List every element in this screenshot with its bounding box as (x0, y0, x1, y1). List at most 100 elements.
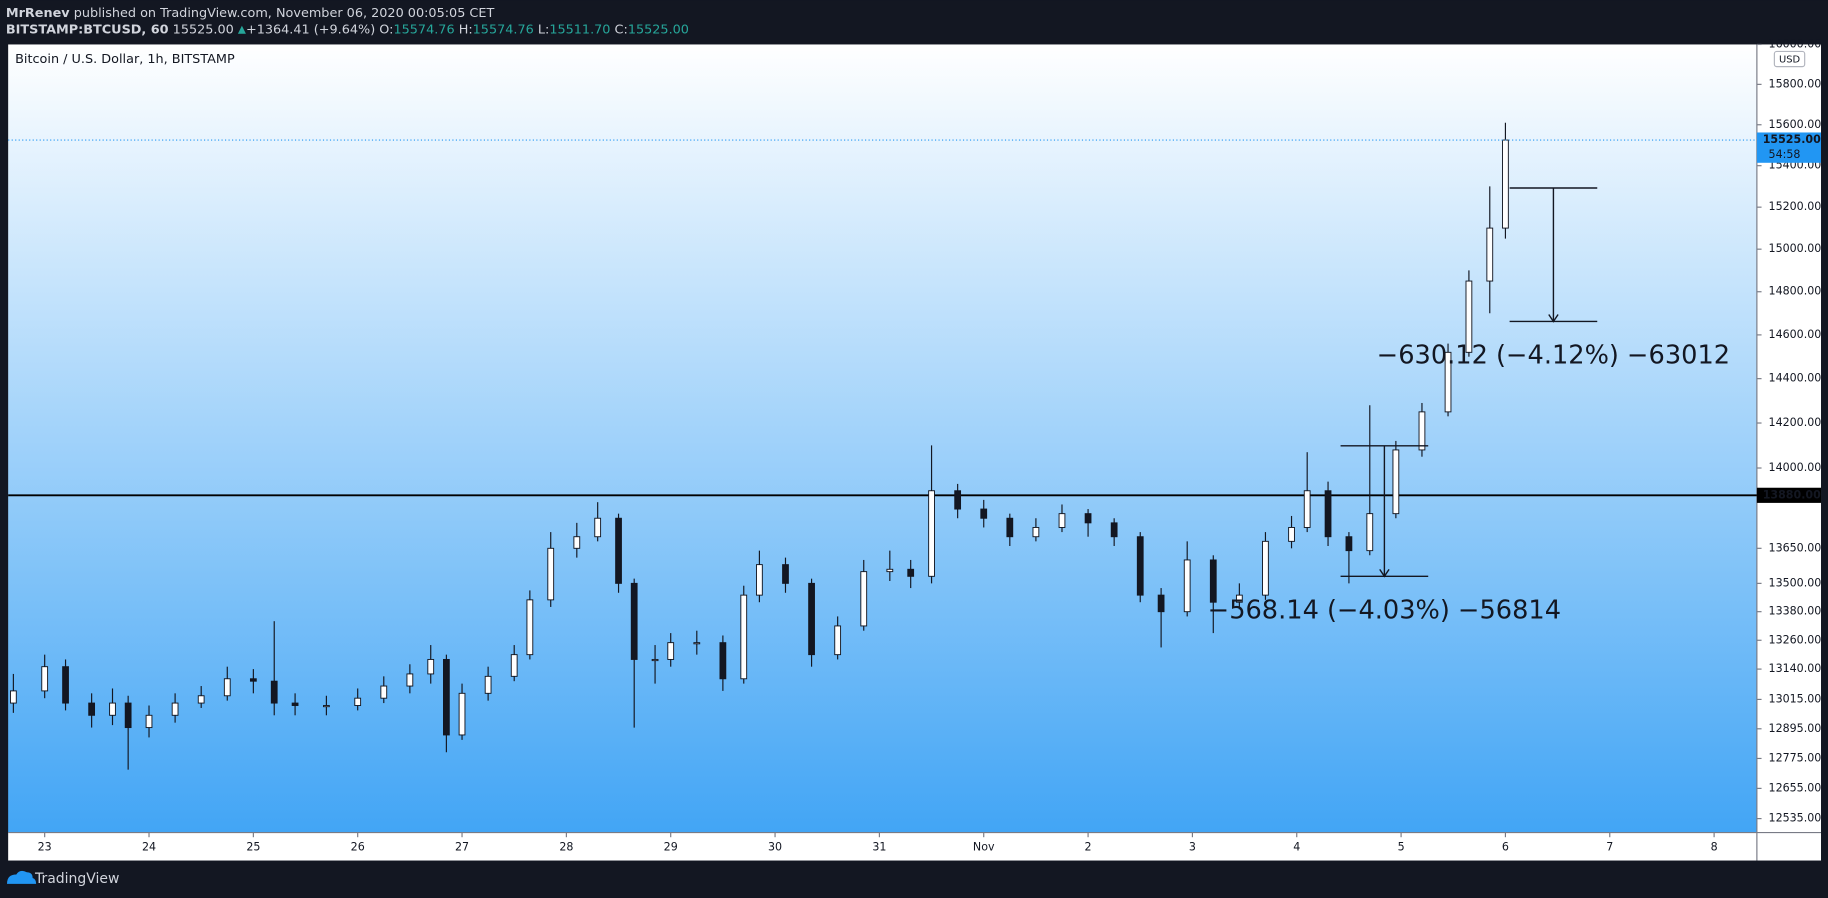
candle-body (886, 568, 894, 573)
measure-label: −568.14 (−4.03%) −56814 (1208, 595, 1561, 625)
y-tick-label: 13500.00 (1769, 576, 1822, 589)
x-tick-label: 4 (1293, 841, 1300, 854)
y-tick-label: 14200.00 (1769, 416, 1822, 429)
candle-body (1486, 227, 1494, 282)
y-tick-label: 12655.00 (1769, 781, 1822, 794)
candle-body (1345, 536, 1353, 552)
x-tick-label: 8 (1711, 841, 1718, 854)
price-axis (1756, 44, 1822, 861)
symbol-line: BITSTAMP:BTCUSD, 60 15525.00 ▲+1364.41 (… (6, 22, 689, 37)
last-price-label: 15525.00 (1763, 133, 1821, 146)
candle-body (1324, 490, 1332, 538)
y-tick-label: 13140.00 (1769, 662, 1822, 675)
candle-body (928, 490, 935, 577)
candle-body (1032, 527, 1040, 538)
published: published on TradingView.com, November 0… (74, 5, 495, 20)
candle-body (41, 666, 49, 692)
y-tick-label: 15000.00 (1769, 242, 1822, 255)
y-tick-label: 13380.00 (1769, 605, 1822, 618)
x-tick-label: 6 (1502, 841, 1509, 854)
candle-body (1392, 449, 1400, 515)
y-tick-label: 12535.00 (1769, 812, 1822, 825)
candle-body (88, 702, 96, 716)
candle-body (594, 517, 602, 538)
l-label: L: (538, 22, 549, 37)
candle-body (484, 675, 492, 694)
candle-body (1262, 540, 1269, 596)
time-axis (8, 832, 1757, 861)
x-tick-label: 28 (559, 841, 573, 854)
candle-body (1444, 351, 1452, 413)
c-value: 15525.00 (628, 22, 689, 37)
candle-body (9, 690, 17, 704)
candle-body (1366, 513, 1374, 552)
x-tick-label: 23 (38, 841, 52, 854)
x-tick-label: 2 (1085, 841, 1092, 854)
x-tick-label: 30 (768, 841, 782, 854)
candle-body (354, 697, 362, 706)
candle-body (223, 678, 231, 697)
candle-body (406, 673, 414, 687)
change: +1364.41 (+9.64%) (246, 22, 375, 37)
c-label: C: (615, 22, 628, 37)
candle-body (249, 678, 257, 682)
o-label: O: (379, 22, 393, 37)
candle-body (756, 564, 763, 596)
x-tick-label: 24 (142, 841, 156, 854)
last-price-badge (1756, 132, 1822, 163)
candle-body (615, 517, 622, 584)
candle-body (124, 702, 132, 729)
symbol: BITSTAMP:BTCUSD, 60 (6, 22, 169, 37)
candle-body (443, 658, 450, 736)
candle-body (510, 654, 518, 677)
candle-body (782, 564, 789, 584)
y-tick-label: 14600.00 (1769, 328, 1822, 341)
publish-line: MrRenev published on TradingView.com, No… (6, 5, 495, 20)
candle-body (323, 705, 330, 708)
measure-label: −630.12 (−4.12%) −63012 (1377, 340, 1730, 370)
candle-body (808, 582, 815, 656)
candle-body (907, 568, 915, 577)
y-tick-label: 16000.00 (1769, 37, 1822, 50)
price-line-label: 13880.00 (1763, 488, 1821, 501)
last: 15525.00 (173, 22, 234, 37)
candle-body (1058, 513, 1066, 528)
x-tick-label: 29 (664, 841, 678, 854)
candle-body (573, 536, 581, 549)
up-arrow: ▲ (238, 23, 247, 35)
candle-body (667, 642, 675, 660)
candle-body (719, 642, 727, 680)
candle-body (526, 599, 534, 656)
candle-body (1303, 490, 1311, 528)
author: MrRenev (6, 5, 70, 20)
currency: USD (1779, 55, 1801, 66)
candle-body (380, 685, 388, 699)
candle-body (860, 571, 868, 627)
h-value: 15574.76 (473, 22, 534, 37)
candle-body (1110, 522, 1118, 538)
x-tick-label: 31 (872, 841, 886, 854)
candle-body (291, 702, 299, 706)
y-tick-label: 13015.00 (1769, 692, 1822, 705)
measure-arrowhead (1379, 568, 1390, 578)
y-tick-label: 14400.00 (1769, 372, 1822, 385)
y-tick-label: 12775.00 (1769, 751, 1822, 764)
measure-arrowhead (1548, 314, 1559, 323)
chart-title: Bitcoin / U.S. Dollar, 1h, BITSTAMP (15, 52, 235, 67)
price-line-badge (1756, 487, 1822, 503)
x-tick-label: 25 (246, 841, 260, 854)
candle-body (954, 490, 962, 510)
y-tick-label: 15600.00 (1769, 118, 1822, 131)
y-tick-label: 15800.00 (1769, 77, 1822, 90)
currency-box[interactable] (1773, 50, 1806, 68)
candle-body (630, 582, 638, 660)
plot-area (8, 44, 1757, 833)
candle-body (270, 680, 278, 704)
y-tick-label: 14000.00 (1769, 461, 1822, 474)
y-tick-label: 14800.00 (1769, 285, 1822, 298)
candle-body (1418, 411, 1426, 451)
candle-body (1006, 517, 1014, 538)
x-tick-label: 5 (1398, 841, 1405, 854)
candle-body (458, 692, 466, 736)
